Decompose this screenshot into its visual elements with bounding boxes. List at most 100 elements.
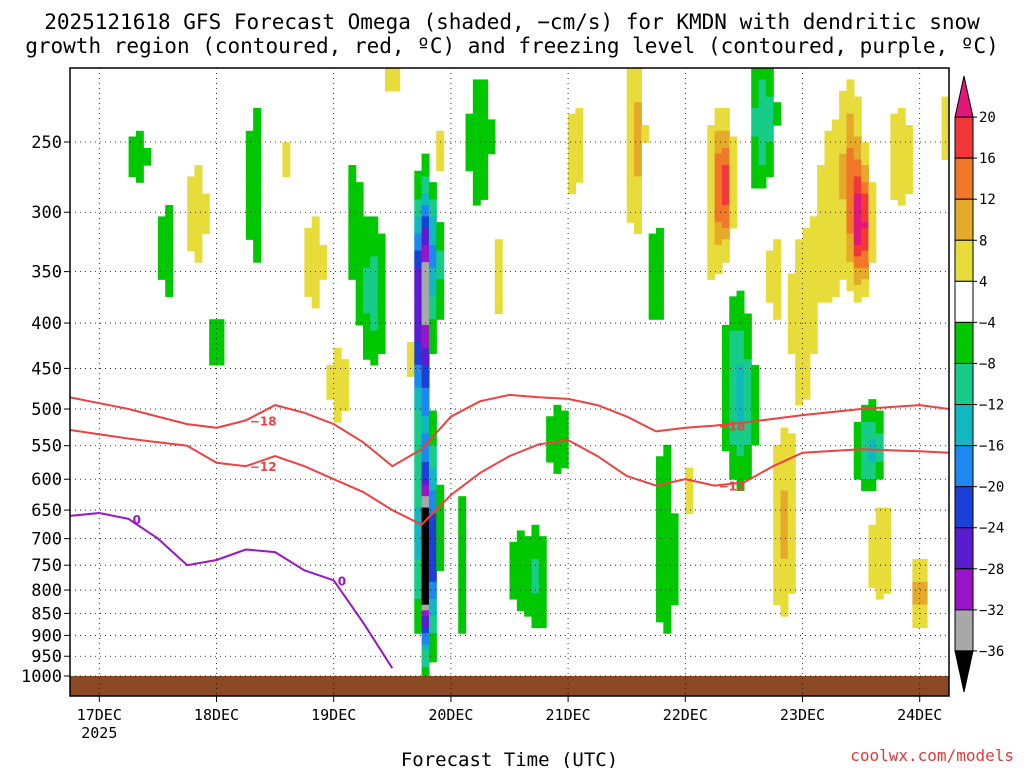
omega-cell [656,313,664,320]
omega-cell [553,450,562,457]
omega-cell [480,79,489,86]
omega-cell [304,267,313,275]
omega-cell [348,205,357,212]
omega-cell [817,170,826,178]
omega-cell [846,130,855,138]
omega-cell [319,250,327,257]
omega-cell [516,576,525,583]
omega-cell [414,382,423,389]
omega-cell [941,130,949,138]
omega-cell [765,90,774,98]
omega-cell [758,107,767,115]
omega-cell [853,170,862,178]
omega-cell [853,444,862,452]
omega-cell [780,593,789,600]
omega-cell [626,193,635,200]
y-tick-label: 750 [31,556,62,576]
omega-cell [245,205,254,212]
omega-cell [868,227,877,235]
omega-cell [802,359,811,366]
contour-minus18-label: −18 [250,414,277,428]
omega-cell [743,456,752,463]
omega-cell [809,302,818,309]
omega-cell [839,216,848,223]
omega-cell [436,296,445,303]
omega-cell [721,107,730,115]
omega-cell [421,222,430,229]
omega-cell [187,239,196,246]
omega-cell [861,176,870,183]
omega-cell [428,296,437,303]
omega-cell [773,553,782,560]
omega-cell [787,501,796,509]
omega-cell [575,142,584,149]
omega-cell [912,593,921,600]
omega-cell [524,598,533,606]
omega-cell [707,136,716,143]
omega-cell [912,581,921,589]
omega-cell [773,450,782,457]
omega-cell [736,461,745,469]
omega-cell [736,370,745,377]
y-tick-label: 900 [31,626,62,646]
omega-cell [721,193,730,200]
omega-cell [428,324,437,332]
omega-cell [912,558,921,566]
omega-cell [626,153,635,160]
omega-cell [135,136,144,143]
omega-cell [355,216,364,223]
omega-cell [157,239,166,246]
omega-cell [553,421,562,429]
y-tick-label: 500 [31,400,62,420]
omega-cell [421,461,430,469]
omega-cell [414,627,423,634]
omega-cell [355,319,364,326]
omega-cell [839,119,848,126]
omega-cell [809,279,818,286]
omega-cell [824,273,833,280]
omega-cell [216,330,225,337]
omega-cell [355,279,364,286]
omega-cell [861,273,870,280]
omega-cell [436,142,445,149]
omega-cell [414,296,423,303]
omega-cell [802,296,811,303]
omega-cell [861,244,870,252]
omega-cell [707,227,716,235]
omega-cell [861,142,870,149]
omega-cell [634,79,642,86]
omega-cell [751,404,760,412]
omega-cell [428,524,437,532]
omega-cell [187,182,196,189]
omega-cell [714,182,723,189]
omega-cell [897,107,906,115]
omega-cell [304,227,313,235]
omega-cell [187,205,196,212]
omega-cell [384,73,393,81]
omega-cell [656,284,664,292]
omega-cell [546,427,555,434]
omega-cell [853,113,862,120]
omega-cell [824,227,833,235]
omega-cell [890,142,899,149]
omega-cell [758,73,767,81]
omega-cell [516,541,525,549]
colorbar-segment [954,239,974,282]
omega-cell [648,267,657,275]
omega-cell [187,222,196,229]
omega-cell [736,313,745,320]
omega-cell [428,182,437,189]
omega-cell [721,330,730,337]
omega-cell [670,513,679,520]
omega-cell [355,284,364,292]
omega-cell [912,587,921,594]
omega-cell [729,364,738,372]
omega-cell [751,182,760,189]
omega-cell [165,290,174,297]
omega-cell [751,393,760,400]
omega-cell [253,210,262,218]
omega-cell [875,576,884,583]
omega-cell [780,490,789,497]
omega-cell [802,342,811,349]
omega-cell [765,290,774,297]
